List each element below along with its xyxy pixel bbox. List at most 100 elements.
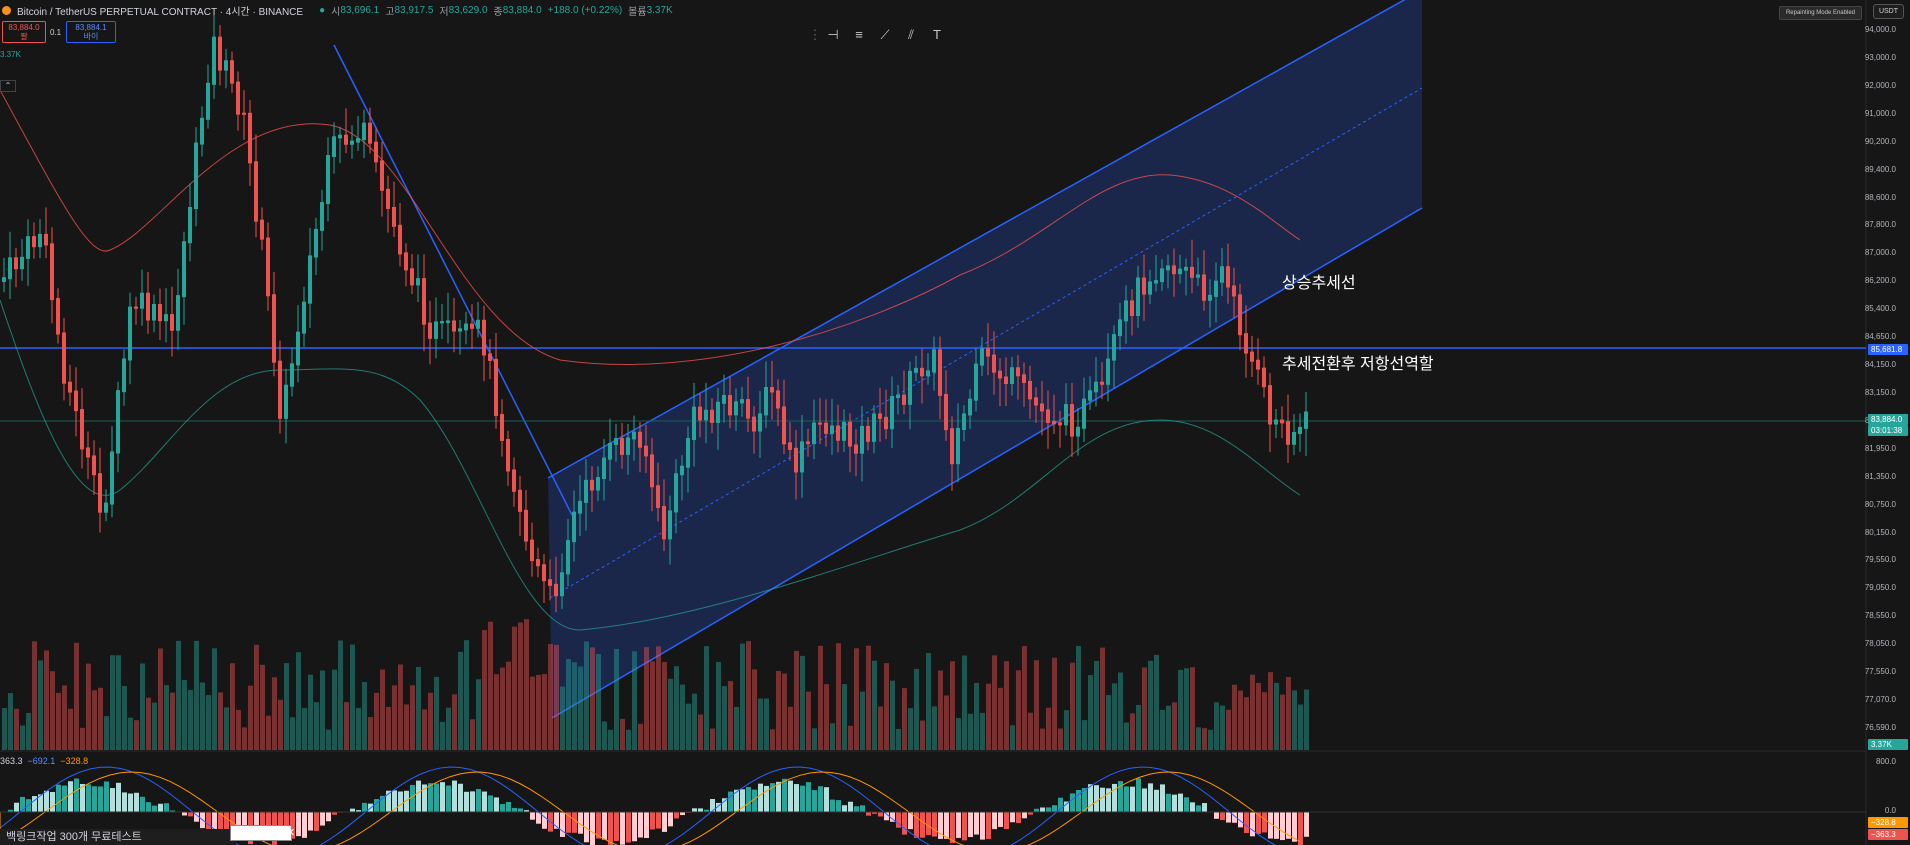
volume-bar: [170, 692, 175, 750]
candle-body: [38, 233, 42, 248]
candle-body: [1142, 277, 1146, 295]
candle-body: [1064, 404, 1068, 426]
volume-bar: [1262, 692, 1267, 750]
close-icon[interactable]: ✕: [286, 827, 296, 839]
histogram-bar: [392, 790, 397, 812]
volume-bar: [1178, 669, 1183, 750]
pen-tool-icon[interactable]: ⫽: [908, 27, 914, 42]
symbol-title[interactable]: Bitcoin / TetherUS PERPETUAL CONTRACT · …: [17, 6, 304, 18]
volume-bar: [1238, 690, 1243, 750]
candle-body: [1058, 422, 1062, 426]
currency-button[interactable]: USDT: [1872, 4, 1904, 19]
volume-bar: [386, 707, 391, 750]
volume-bar: [44, 650, 49, 750]
volume-bar: [212, 648, 217, 750]
histogram-bar: [518, 808, 523, 812]
candle-body: [584, 479, 588, 503]
volume-bar: [1196, 727, 1201, 750]
drag-handle-icon[interactable]: ⋮: [808, 27, 822, 42]
histogram-bar: [602, 812, 607, 840]
candle-body: [1298, 426, 1302, 434]
histogram-bar: [1286, 812, 1291, 839]
histogram-bar: [782, 778, 787, 812]
volume-bar: [1076, 645, 1081, 750]
histogram-bar: [308, 812, 313, 831]
histogram-bar: [170, 810, 175, 812]
ad-box[interactable]: [230, 825, 292, 841]
histogram-bar: [1052, 805, 1057, 812]
candle-body: [914, 367, 918, 373]
volume-bar: [368, 717, 373, 750]
candle-body: [182, 241, 186, 298]
candle-body: [392, 206, 396, 227]
volume-bar: [200, 682, 205, 750]
repainting-mode-badge[interactable]: Repainting Mode Enabled: [1778, 6, 1862, 20]
volume-bar: [236, 709, 241, 750]
candle-body: [626, 437, 630, 455]
volume-bar: [332, 669, 337, 750]
volume-bar: [1106, 695, 1111, 750]
volume-bar: [1226, 709, 1231, 750]
volume-bar: [320, 670, 325, 750]
uptrend-annotation[interactable]: 상승추세선: [1282, 275, 1356, 292]
histogram-bar: [680, 812, 685, 816]
volume-bar: [710, 728, 715, 750]
volume-bar: [494, 674, 499, 750]
candle-body: [950, 428, 954, 465]
histogram-bar: [1184, 797, 1189, 812]
candle-body: [734, 401, 738, 416]
volume-bar: [1154, 654, 1159, 750]
candle-body: [278, 360, 282, 419]
histogram-bar: [422, 784, 427, 812]
volume-bar: [1136, 704, 1141, 750]
volume-value: 3.37K: [646, 4, 673, 16]
histogram-bar: [140, 796, 145, 812]
trendline-tool-icon[interactable]: ⟋: [880, 27, 890, 42]
buy-button[interactable]: 83,884.1 바이: [66, 21, 116, 43]
histogram-bar: [464, 791, 469, 812]
candle-body: [320, 202, 324, 231]
volume-bar: [452, 694, 457, 750]
histogram-bar: [266, 812, 271, 838]
text-tool-icon[interactable]: T: [933, 27, 941, 42]
volume-bar: [854, 648, 859, 750]
histogram-bar: [986, 812, 991, 839]
histogram-bar: [806, 782, 811, 812]
volume-bar: [338, 640, 343, 750]
volume-bar: [668, 678, 673, 750]
price-axis-label: 77,070.0: [1864, 695, 1896, 705]
pitchfork-tool-icon[interactable]: ⊣: [827, 27, 839, 42]
candle-body: [1196, 274, 1200, 278]
volume-bar: [302, 708, 307, 750]
candle-body: [152, 303, 156, 321]
histogram-bar: [1292, 812, 1297, 842]
parallel-channel-tool-icon[interactable]: ≡: [855, 27, 863, 42]
bottom-ad-text[interactable]: 백링크작업 300개 무료테스트: [0, 829, 236, 845]
histogram-bar: [218, 812, 223, 831]
candle-body: [74, 390, 78, 412]
candle-body: [164, 314, 168, 322]
candle-body: [764, 387, 768, 416]
low-value: 83,629.0: [448, 4, 488, 16]
candle-body: [878, 413, 882, 419]
histogram-bar: [404, 790, 409, 812]
volume-bar: [590, 647, 595, 750]
volume-bar: [980, 712, 985, 750]
resistance-annotation[interactable]: 추세전환후 저항선역할: [1282, 356, 1434, 373]
collapse-icon[interactable]: ⌃: [0, 80, 16, 92]
candle-body: [254, 161, 258, 222]
sell-button[interactable]: 83,884.0 팔: [2, 21, 46, 43]
volume-bar: [824, 684, 829, 750]
candle-body: [116, 390, 120, 454]
candle-body: [788, 442, 792, 450]
volume-bar: [416, 666, 421, 750]
histogram-bar: [1016, 812, 1021, 824]
candle-body: [1106, 358, 1110, 385]
candle-body: [1280, 419, 1284, 424]
volume-bar: [734, 706, 739, 750]
histogram-bar: [416, 780, 421, 812]
volume-bar: [1046, 707, 1051, 750]
histogram-bar: [572, 812, 577, 833]
volume-bar: [812, 728, 817, 750]
